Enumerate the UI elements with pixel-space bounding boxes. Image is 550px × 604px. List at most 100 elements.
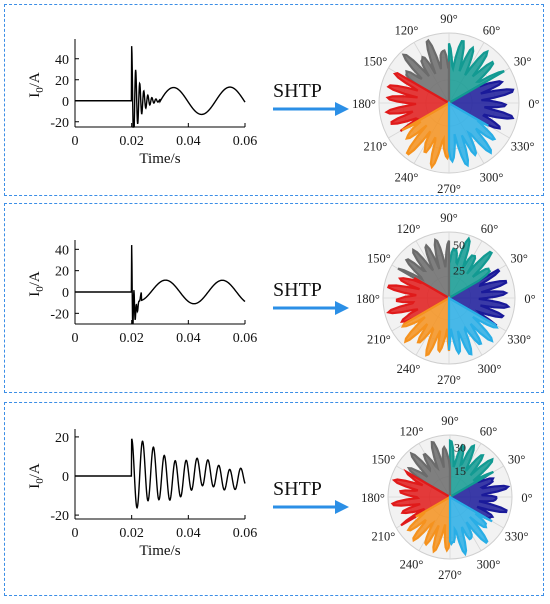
polar-sector-120 (401, 38, 451, 105)
polar-angle-label: 0° (521, 491, 532, 505)
polar-sector-300 (447, 296, 499, 356)
arrow-label: SHTP (273, 279, 322, 301)
polar-radial-label: 25 (453, 263, 465, 277)
polar-angle-label: 120° (395, 23, 419, 37)
panel-2: 40 20 0 -20 0 0.02 0.04 0.06 I0/A SHTP 90° 60° 30°… (4, 203, 544, 393)
y-tick-label: -20 (50, 509, 69, 524)
y-label-unit: /A (27, 271, 43, 286)
shtp-arrow-2: SHTP (273, 279, 349, 315)
y-label-main: I (27, 484, 43, 489)
polar-sector-60 (447, 40, 505, 105)
y-tick-label: 20 (55, 431, 69, 446)
y-label-unit: /A (27, 72, 43, 87)
polar-angle-label: 150° (367, 252, 391, 266)
x-tick-label: 0.06 (233, 134, 258, 149)
y-label-unit: /A (27, 463, 43, 478)
polar-sector-180 (390, 468, 453, 527)
polar-angle-label: 180° (352, 97, 376, 111)
x-tick-label: 0 (72, 134, 79, 149)
polar-angle-label: 330° (505, 530, 529, 544)
polar-angle-label: 270° (437, 182, 461, 196)
x-tick-label: 0.02 (119, 134, 144, 149)
polar-angle-label: 210° (367, 333, 391, 347)
polar-angle-label: 90° (441, 414, 459, 428)
polar-angle-label: 300° (478, 362, 502, 376)
polar-angle-label: 60° (483, 23, 501, 37)
y-label-main: I (27, 93, 43, 98)
polar-angle-label: 270° (438, 568, 462, 582)
y-tick-label: 20 (55, 265, 69, 280)
polar-angle-label: 150° (371, 453, 395, 467)
x-tick-label: 0.04 (176, 526, 201, 541)
y-label-sub: 0 (34, 478, 46, 484)
y-tick-label: 40 (55, 53, 69, 68)
polar-angle-label: 60° (481, 222, 499, 236)
x-tick-label: 0 (72, 331, 79, 346)
polar-sector-120 (406, 440, 452, 499)
x-tick-label: 0.06 (233, 526, 258, 541)
polar-angle-label: 300° (477, 558, 501, 572)
y-tick-label: 0 (62, 286, 69, 301)
polar-angle-label: 30° (514, 55, 532, 69)
polar-plot-2: 90° 60° 30° 0° 330° 300° 270° 240° 210° 180° 150° 1… (356, 211, 536, 387)
x-tick-label: 0 (72, 526, 79, 541)
arrow-head (335, 500, 349, 514)
waveform-line (75, 245, 246, 325)
x-tick-label: 0.02 (119, 526, 144, 541)
polar-sector-0 (446, 268, 511, 327)
x-tick-label: 0.04 (176, 331, 201, 346)
polar-angle-label: 180° (356, 292, 380, 306)
polar-sector-180 (386, 276, 452, 323)
arrow-label: SHTP (273, 478, 322, 500)
polar-angle-label: 240° (397, 362, 421, 376)
polar-radial-label: 15 (454, 464, 466, 478)
polar-angle-label: 0° (528, 97, 539, 111)
polar-angle-label: 240° (395, 171, 419, 185)
polar-angle-label: 330° (511, 140, 535, 154)
polar-angle-label: 30° (508, 453, 526, 467)
polar-sector-300 (447, 101, 497, 168)
y-tick-label: 0 (62, 470, 69, 485)
y-tick-label: 40 (55, 243, 69, 258)
polar-angle-label: 120° (400, 424, 424, 438)
polar-angle-label: 30° (510, 252, 528, 266)
axes: 200-200 0.02 0.04 0.06 (50, 429, 257, 541)
polar-sector-60 (447, 236, 494, 300)
shtp-arrow-1: SHTP (273, 80, 349, 116)
polar-angle-label: 210° (371, 530, 395, 544)
polar-angle-label: 90° (440, 211, 458, 225)
y-label-main: I (27, 292, 43, 297)
polar-angle-label: 210° (364, 140, 388, 154)
polar-angle-label: 240° (400, 558, 424, 572)
y-tick-label: 0 (62, 95, 69, 110)
polar-radial-label: 50 (453, 238, 465, 252)
polar-radial-label: 30 (454, 440, 466, 454)
y-tick-label: -20 (50, 307, 69, 322)
arrow-head (335, 301, 349, 315)
x-axis-label: Time/s (139, 543, 180, 559)
y-axis-label: I0/A (27, 72, 46, 98)
waveform-line (75, 46, 246, 128)
polar-sector-0 (446, 80, 515, 130)
polar-sector-120 (397, 238, 451, 300)
polar-sector-180 (384, 72, 452, 132)
polar-angle-label: 150° (364, 55, 388, 69)
polar-angle-label: 0° (524, 292, 535, 306)
polar-plot-3: 90° 60° 30° 0° 330° 300° 270° 240° 210° 180° 150° 1… (361, 414, 533, 582)
y-label-sub: 0 (34, 286, 46, 292)
x-tick-label: 0.06 (233, 331, 258, 346)
y-tick-label: 20 (55, 74, 69, 89)
polar-angle-label: 120° (397, 222, 421, 236)
polar-angle-label: 330° (507, 333, 531, 347)
polar-sector-240 (401, 101, 451, 170)
polar-angle-label: 270° (437, 373, 461, 387)
polar-angle-label: 60° (480, 424, 498, 438)
waveform-line (75, 438, 246, 510)
arrow-head (335, 102, 349, 116)
x-tick-label: 0.02 (119, 331, 144, 346)
